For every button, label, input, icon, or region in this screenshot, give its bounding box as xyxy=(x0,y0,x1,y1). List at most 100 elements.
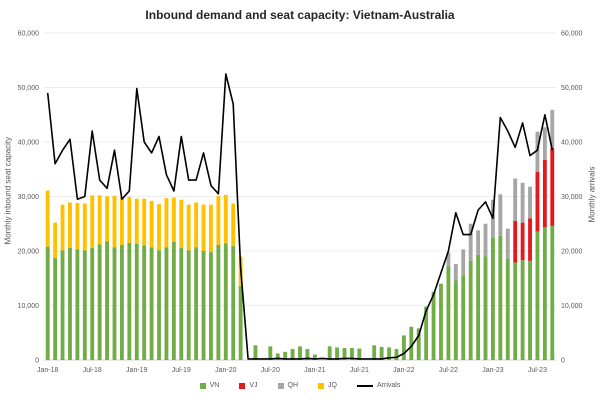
bar-vn xyxy=(550,225,555,360)
bar-vn xyxy=(231,246,236,360)
legend-item-vj: VJ xyxy=(239,382,258,389)
bar-vn xyxy=(357,348,362,360)
bar-vn xyxy=(431,291,436,360)
bar-qh xyxy=(513,178,518,222)
y-tick-label-left: 40,000 xyxy=(18,140,40,147)
bar-qh xyxy=(498,194,503,236)
y-tick-label-left: 10,000 xyxy=(18,303,40,310)
bar-vn xyxy=(446,266,451,360)
bar-qh xyxy=(468,223,473,261)
y-tick-label-left: 20,000 xyxy=(18,249,40,256)
legend: VN VJ QH JQ Arrivals xyxy=(0,382,600,389)
bar-jq xyxy=(53,222,58,259)
bar-qh xyxy=(542,127,547,160)
x-tick-label: Jul-20 xyxy=(261,367,280,374)
bar-jq xyxy=(179,199,184,248)
bar-jq xyxy=(142,198,147,246)
bar-jq xyxy=(223,194,228,244)
bar-vn xyxy=(535,231,540,360)
bar-vn xyxy=(157,250,161,360)
bar-vj xyxy=(528,218,532,261)
bar-vn xyxy=(468,260,473,360)
bar-vj xyxy=(542,159,547,228)
legend-label-qh: QH xyxy=(287,382,299,389)
bar-vn xyxy=(312,354,317,360)
bar-vn xyxy=(305,349,310,360)
bar-vn xyxy=(149,247,154,360)
bar-jq xyxy=(75,203,80,250)
legend-swatch-jq xyxy=(318,382,325,389)
bar-jq xyxy=(194,202,199,248)
bar-vj xyxy=(550,147,555,226)
bar-vn xyxy=(379,346,384,360)
bar-jq xyxy=(105,196,110,242)
x-tick-label: Jul-18 xyxy=(83,367,102,374)
bar-vn xyxy=(127,242,132,360)
y-tick-label-left: 0 xyxy=(35,358,39,365)
bar-vn xyxy=(424,306,429,360)
bar-qh xyxy=(476,230,481,255)
bar-vn xyxy=(283,351,288,360)
legend-label-arrivals: Arrivals xyxy=(377,382,401,389)
bar-vn xyxy=(335,347,340,360)
bar-vn xyxy=(513,262,518,360)
bar-vn xyxy=(476,254,481,360)
y-tick-label-right: 60,000 xyxy=(561,31,583,38)
bar-vn xyxy=(461,275,466,360)
bar-jq xyxy=(134,198,139,244)
bar-vn xyxy=(372,345,377,360)
y-tick-label-right: 30,000 xyxy=(561,194,583,201)
bar-jq xyxy=(90,195,95,248)
bar-jq xyxy=(68,202,72,248)
bar-qh xyxy=(535,131,540,172)
bar-qh xyxy=(461,249,466,276)
bar-vn xyxy=(238,285,243,360)
bar-jq xyxy=(164,198,169,248)
legend-label-jq: JQ xyxy=(328,382,337,389)
y-tick-label-right: 0 xyxy=(561,358,565,365)
bar-qh xyxy=(528,186,532,219)
bar-vn xyxy=(387,347,391,360)
legend-swatch-vj xyxy=(239,382,246,389)
bar-vn xyxy=(327,346,332,360)
bar-vn xyxy=(119,245,124,360)
bar-vn xyxy=(171,241,176,360)
bar-vn xyxy=(542,227,547,360)
x-tick-label: Jul-19 xyxy=(172,367,191,374)
legend-item-arrivals: Arrivals xyxy=(357,382,400,389)
x-tick-label: Jul-21 xyxy=(350,367,369,374)
bar-vn xyxy=(194,247,199,360)
y-tick-label-right: 20,000 xyxy=(561,249,583,256)
x-tick-label: Jan-20 xyxy=(215,367,237,374)
bar-vn xyxy=(82,250,87,360)
bar-vn xyxy=(342,348,347,360)
bar-vn xyxy=(290,349,295,360)
series-line-arrivals xyxy=(46,73,554,360)
bar-vn xyxy=(223,243,228,360)
bar-vn xyxy=(68,247,72,360)
bar-vn xyxy=(186,250,191,360)
bar-qh xyxy=(520,182,525,223)
x-tick-label: Jan-21 xyxy=(304,367,326,374)
x-tick-label: Jul-22 xyxy=(439,367,458,374)
bar-vn xyxy=(275,353,280,360)
legend-item-qh: QH xyxy=(277,382,299,389)
bar-jq xyxy=(157,204,161,251)
bar-jq xyxy=(45,190,50,247)
bar-vn xyxy=(520,260,525,360)
bar-vn xyxy=(97,244,102,360)
bar-vn xyxy=(105,241,110,360)
bar-vn xyxy=(528,260,532,360)
y-tick-label-left: 50,000 xyxy=(18,85,40,92)
bar-vn xyxy=(350,348,354,360)
legend-swatch-arrivals xyxy=(357,384,373,387)
bar-vj xyxy=(513,221,518,263)
legend-swatch-qh xyxy=(277,382,284,389)
bar-jq xyxy=(127,197,132,243)
bar-jq xyxy=(216,195,221,246)
bar-vn xyxy=(416,328,421,360)
bar-jq xyxy=(119,197,124,246)
bar-vn xyxy=(75,249,80,360)
bar-jq xyxy=(112,195,117,248)
